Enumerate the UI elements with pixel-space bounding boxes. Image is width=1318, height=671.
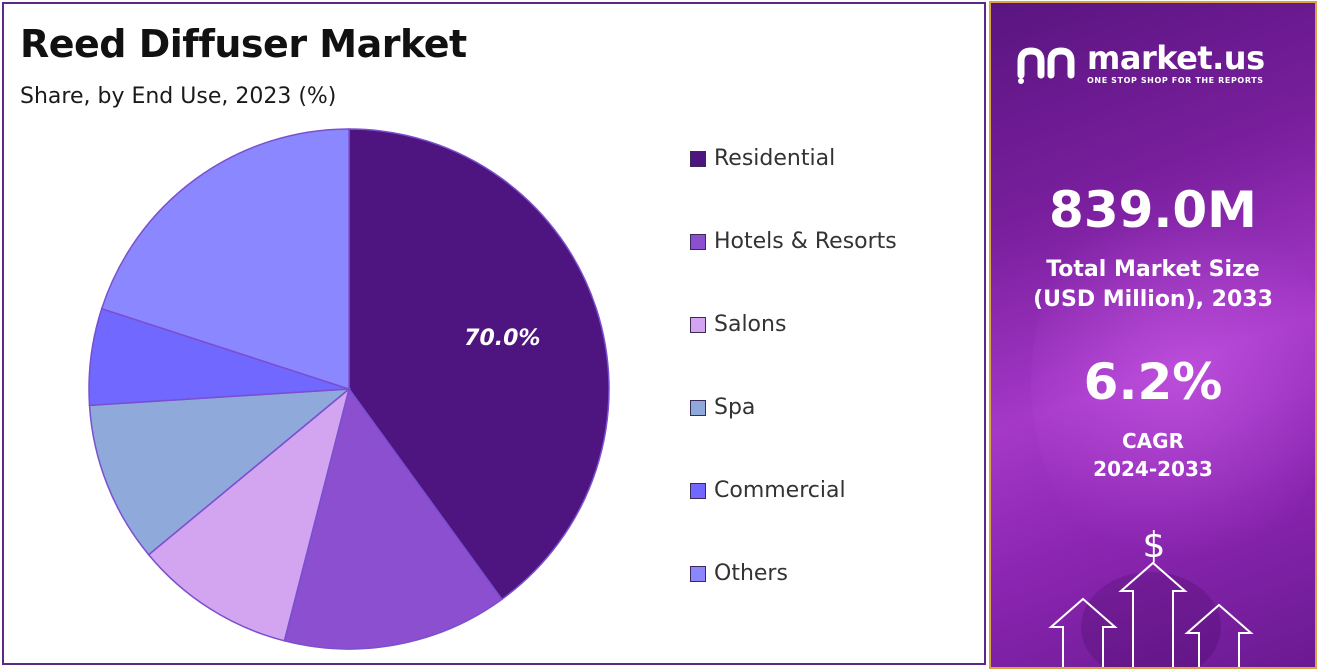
market-size-label-line2: (USD Million), 2033 <box>1033 287 1273 312</box>
market-us-logo-icon <box>1017 47 1075 84</box>
legend-label: Residential <box>714 146 836 171</box>
chart-subtitle: Share, by End Use, 2023 (%) <box>20 84 337 109</box>
legend-swatch <box>690 233 706 250</box>
cagr-label-line2: 2024-2033 <box>1093 457 1213 481</box>
legend-item: Commercial <box>690 478 846 503</box>
stats-panel: market.us ONE STOP SHOP FOR THE REPORTS … <box>989 1 1317 669</box>
market-size-value: 839.0M <box>1049 181 1257 239</box>
cagr-value: 6.2% <box>1083 353 1223 411</box>
dollar-icon: $ <box>1143 525 1166 566</box>
legend-swatch <box>690 399 706 416</box>
market-size-label-line1: Total Market Size <box>1046 257 1260 282</box>
legend-label: Salons <box>714 312 787 337</box>
pie-slice-residential <box>348 128 610 601</box>
pie-slice-spa <box>88 388 352 556</box>
legend-label: Hotels & Resorts <box>714 229 897 254</box>
cagr-label-line1: CAGR <box>1122 429 1184 453</box>
market-size-label: Total Market Size (USD Million), 2033 <box>991 255 1315 315</box>
brand-logo: market.us ONE STOP SHOP FOR THE REPORTS <box>1013 41 1265 85</box>
pie-slice-others <box>100 128 350 391</box>
legend-label: Commercial <box>714 478 846 503</box>
legend-item: Others <box>690 561 788 586</box>
background-glow <box>1031 183 1315 583</box>
legend-item: Residential <box>690 146 835 171</box>
legend-item: Spa <box>690 395 755 420</box>
cagr-label: CAGR 2024-2033 <box>991 427 1315 483</box>
brand-tagline: ONE STOP SHOP FOR THE REPORTS <box>1087 75 1264 85</box>
chart-title: Reed Diffuser Market <box>20 22 467 66</box>
legend-swatch <box>690 150 706 167</box>
legend-label: Spa <box>714 395 756 420</box>
legend-swatch <box>690 565 706 582</box>
pie-slice-salons <box>147 386 351 642</box>
legend-swatch <box>690 316 706 333</box>
legend-swatch <box>690 482 706 499</box>
up-arrow-icon <box>1048 561 1254 667</box>
legend-item: Salons <box>690 312 786 337</box>
pie-slice-hotels-resorts <box>283 387 503 650</box>
chart-panel: Reed Diffuser Market Share, by End Use, … <box>2 2 986 665</box>
data-label: 70.0% <box>464 326 540 351</box>
legend-item: Hotels & Resorts <box>690 229 897 254</box>
growth-illustration: $ <box>1048 525 1254 667</box>
legend-label: Others <box>714 561 788 586</box>
pie-chart: 70.0% <box>88 128 610 650</box>
brand-name: market.us <box>1087 38 1265 77</box>
